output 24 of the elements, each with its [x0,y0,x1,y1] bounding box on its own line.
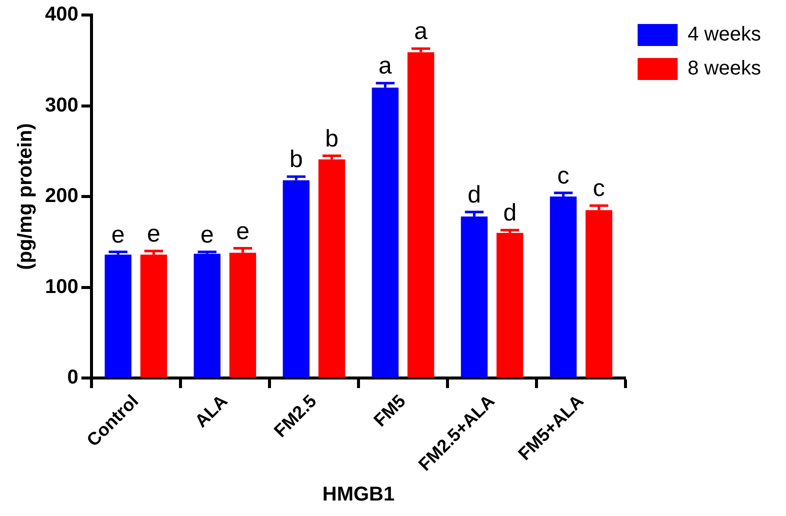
data-label: d [468,182,481,209]
data-label: b [325,125,338,152]
y-tick-label: 300 [44,94,78,116]
x-axis-title: HMGB1 [322,484,395,506]
bar [104,254,132,378]
data-label: a [414,18,428,46]
y-tick-label: 400 [44,4,78,26]
data-label: d [503,200,517,227]
legend-label: 4 weeks [688,24,762,46]
data-label: e [200,222,214,249]
data-label: c [592,175,605,202]
data-label: a [378,52,393,80]
y-tick-label: 0 [67,366,78,389]
data-label: e [147,220,160,248]
y-tick-label: 200 [44,185,78,208]
y-axis-title: (pg/mg protein) [14,123,37,270]
legend-label: 8 weeks [688,58,762,80]
bar [496,232,524,378]
bar [194,254,220,378]
data-label: b [289,146,303,174]
data-label: e [236,218,250,245]
data-label: c [557,162,570,190]
data-label: e [111,222,125,249]
y-tick-label: 100 [44,276,78,298]
